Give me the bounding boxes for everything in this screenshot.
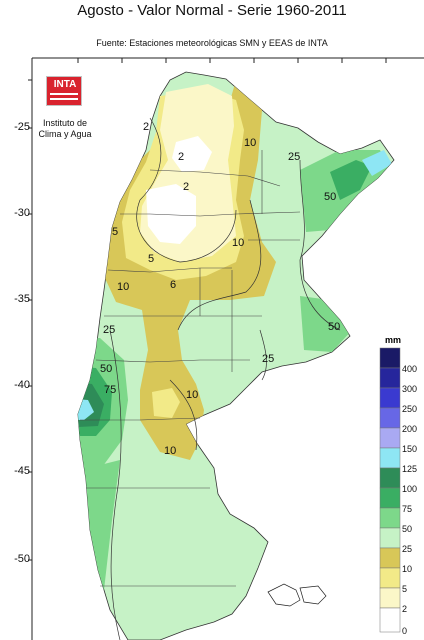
contour-label: 2	[143, 121, 149, 133]
contour-label-group: 2 2 2 5 5 6 10 10 10 10 10 25 25 25 50 5…	[100, 121, 340, 457]
contour-label: 25	[103, 324, 115, 336]
contour-label: 6	[170, 279, 176, 291]
inta-logo-text: INTA	[53, 79, 77, 90]
legend-swatch	[379, 507, 401, 529]
legend-swatch	[379, 567, 401, 589]
inta-logo: INTA	[46, 76, 82, 106]
zone-0	[146, 184, 196, 244]
legend-label: 200	[402, 424, 418, 434]
map-title: Agosto - Valor Normal - Serie 1960-2011	[77, 2, 347, 19]
contour-label: 25	[288, 151, 300, 163]
legend-swatch	[379, 387, 401, 409]
legend-swatch	[379, 407, 401, 429]
legend-swatch	[379, 447, 401, 469]
legend-swatch	[379, 547, 401, 569]
logo-band	[50, 93, 78, 95]
latitude-tick-label: -40	[14, 379, 30, 391]
institute-line: Instituto de	[42, 118, 88, 128]
contour-label: 2	[178, 151, 184, 163]
zone-75-ne	[330, 160, 372, 200]
latitude-tick-label: -30	[14, 207, 30, 219]
contour-label: 10	[164, 445, 176, 457]
legend-label: 75	[402, 504, 413, 514]
province-boundaries	[80, 150, 301, 587]
contour-label: 25	[262, 353, 274, 365]
zone-125-ne	[362, 150, 392, 176]
legend-label: 400	[402, 364, 418, 374]
contour-label: 10	[244, 137, 256, 149]
contour-label: 50	[324, 191, 336, 203]
legend-label: 250	[402, 404, 418, 414]
legend-label: 5	[402, 584, 408, 594]
latitude-tick-label: -45	[14, 465, 30, 477]
legend-swatch	[379, 587, 401, 609]
contour-label: 75	[104, 384, 116, 396]
legend-swatch	[379, 607, 401, 633]
contour-lines	[109, 117, 341, 640]
contour-label: 10	[186, 389, 198, 401]
legend-label: 0	[402, 626, 408, 636]
logo-band	[50, 98, 78, 100]
zone-10-island	[152, 388, 180, 418]
legend-swatch	[379, 487, 401, 509]
contour-label: 50	[328, 321, 340, 333]
institute-name: Instituto de Clima y Agua	[30, 118, 100, 140]
contour-label: 5	[148, 253, 154, 265]
contour-label: 5	[112, 226, 118, 238]
map-subtitle: Fuente: Estaciones meteorológicas SMN y …	[96, 38, 328, 48]
legend-label: 50	[402, 524, 413, 534]
legend-label: 300	[402, 384, 418, 394]
zone-125-west	[78, 398, 94, 420]
contour-label: 2	[183, 181, 189, 193]
legend-swatch	[379, 527, 401, 549]
latitude-tick-label: -25	[14, 121, 30, 133]
zone-0-north	[172, 136, 212, 172]
legend-label: 150	[402, 444, 418, 454]
legend-label: 100	[402, 484, 418, 494]
legend-swatch	[379, 367, 401, 389]
latitude-tick-label: -50	[14, 553, 30, 565]
legend-label: 10	[402, 564, 413, 574]
contour-label: 10	[232, 237, 244, 249]
legend-swatches	[379, 347, 401, 633]
legend-swatch	[379, 427, 401, 449]
contour-label: 50	[100, 363, 112, 375]
malvinas-islands	[267, 583, 327, 607]
legend-swatch	[379, 347, 401, 369]
legend-unit: mm	[385, 335, 402, 345]
institute-line: Clima y Agua	[38, 129, 92, 139]
latitude-tick-label: -35	[14, 293, 30, 305]
frame-left-ticks	[28, 79, 32, 561]
contour-label: 10	[117, 281, 129, 293]
frame-top-ticks	[77, 58, 387, 63]
legend-label: 25	[402, 544, 413, 554]
zone-50-ba	[300, 296, 352, 352]
legend-swatch	[379, 467, 401, 489]
legend-label: 2	[402, 604, 408, 614]
legend-label: 125	[402, 464, 418, 474]
